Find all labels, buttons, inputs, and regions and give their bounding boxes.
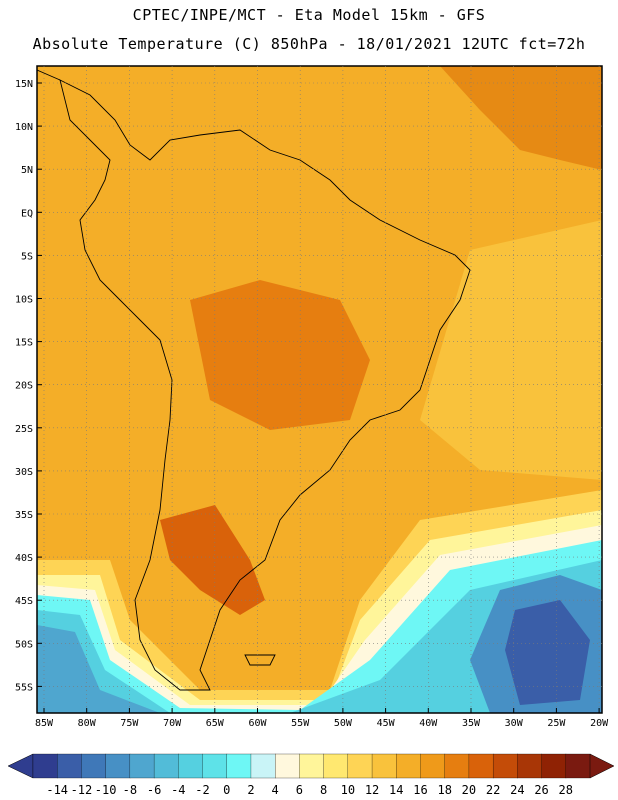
lon-tick-label: 20W bbox=[590, 718, 609, 729]
lon-tick-label: 85W bbox=[35, 718, 54, 729]
colorbar-over-arrow bbox=[589, 753, 615, 779]
lon-tick-label: 55W bbox=[291, 718, 310, 729]
lat-tick-label: 20S bbox=[15, 381, 33, 392]
colorbar bbox=[7, 753, 615, 779]
field-continent-warm bbox=[190, 280, 370, 430]
colorbar-label: 8 bbox=[320, 783, 327, 797]
lat-tick-label: EQ bbox=[21, 208, 33, 219]
colorbar-label: -8 bbox=[123, 783, 137, 797]
colorbar-label: 28 bbox=[559, 783, 573, 797]
lat-tick-label: 30S bbox=[15, 467, 33, 478]
field-atlantic bbox=[420, 220, 602, 480]
colorbar-label: 20 bbox=[462, 783, 476, 797]
coastline bbox=[37, 69, 471, 691]
colorbar-swatch bbox=[444, 753, 470, 779]
colorbar-label: 4 bbox=[272, 783, 279, 797]
colorbar-swatch bbox=[468, 753, 494, 779]
lon-tick-label: 45W bbox=[377, 718, 396, 729]
lat-tick-label: 10N bbox=[15, 122, 33, 133]
lat-tick-label: 45S bbox=[15, 596, 33, 607]
colorbar-swatch bbox=[57, 753, 82, 779]
lat-tick-label: 15N bbox=[15, 79, 33, 90]
colorbar-label: -2 bbox=[195, 783, 209, 797]
lat-tick-label: 10S bbox=[15, 295, 33, 306]
lat-tick-label: 40S bbox=[15, 553, 33, 564]
field-ne-warm bbox=[440, 66, 602, 170]
lat-tick-label: 25S bbox=[15, 424, 33, 435]
colorbar-label: -10 bbox=[95, 783, 117, 797]
lat-tick-label: 5S bbox=[21, 251, 33, 262]
field-patagonia-warm bbox=[160, 505, 265, 615]
colorbar-under-arrow bbox=[7, 753, 34, 779]
colorbar-swatch bbox=[178, 753, 203, 779]
colorbar-label: 10 bbox=[341, 783, 355, 797]
lon-tick-label: 60W bbox=[248, 718, 267, 729]
colorbar-swatch bbox=[396, 753, 421, 779]
colorbar-swatch bbox=[129, 753, 155, 779]
colorbar-labels: -14 -12 -10 -8 -6 -4 -2 0 2 4 6 8 10 12 14 16 18 20 22 24 26… bbox=[46, 783, 573, 797]
colorbar-swatch bbox=[81, 753, 107, 779]
colorbar-swatch bbox=[153, 753, 179, 779]
temperature-field bbox=[37, 66, 602, 713]
field-sw-cold bbox=[37, 625, 160, 713]
colorbar-swatch bbox=[420, 753, 446, 779]
colorbar-label: 24 bbox=[510, 783, 524, 797]
colorbar-swatch bbox=[517, 753, 543, 779]
graticule bbox=[37, 66, 602, 713]
lon-tick-label: 50W bbox=[334, 718, 353, 729]
colorbar-swatch bbox=[541, 753, 567, 779]
lon-tick-label: 25W bbox=[547, 718, 566, 729]
field-se-core bbox=[505, 600, 590, 705]
lon-tick-label: 65W bbox=[206, 718, 225, 729]
colorbar-label: 16 bbox=[413, 783, 427, 797]
colorbar-swatch bbox=[105, 753, 131, 779]
colorbar-swatch bbox=[323, 753, 349, 779]
lat-tick-label: 5N bbox=[21, 165, 33, 176]
lon-tick-label: 30W bbox=[505, 718, 524, 729]
lat-tick-label: 55S bbox=[15, 682, 33, 693]
colorbar-swatch bbox=[32, 753, 58, 779]
map-title: CPTEC/INPE/MCT - Eta Model 15km - GFS bbox=[132, 6, 486, 24]
longitude-labels: 85W 80W 75W 70W 65W 60W 55W 50W 45W 40W 35W 30W 25W 2… bbox=[35, 718, 609, 729]
lon-tick-label: 75W bbox=[120, 718, 139, 729]
colorbar-label: 12 bbox=[365, 783, 379, 797]
lon-tick-label: 70W bbox=[163, 718, 182, 729]
lon-tick-label: 40W bbox=[419, 718, 438, 729]
colorbar-swatch bbox=[371, 753, 397, 779]
lat-tick-label: 50S bbox=[15, 639, 33, 650]
colorbar-swatch bbox=[565, 753, 591, 779]
colorbar-swatch bbox=[202, 753, 228, 779]
colorbar-swatch bbox=[299, 753, 325, 779]
colorbar-label: 2 bbox=[247, 783, 254, 797]
lon-tick-label: 80W bbox=[78, 718, 97, 729]
colorbar-label: -14 bbox=[46, 783, 68, 797]
map-frame bbox=[36, 65, 603, 714]
colorbar-label: -6 bbox=[147, 783, 161, 797]
latitude-labels: 15N 10N 5N EQ 5S 10S 15S 20S 25S 30S 35S 40S 45S 50S 5… bbox=[15, 79, 33, 693]
field-band-m2 bbox=[37, 560, 602, 713]
colorbar-label: 22 bbox=[486, 783, 500, 797]
colorbar-label: 18 bbox=[437, 783, 451, 797]
colorbar-swatch bbox=[492, 753, 518, 779]
lat-tick-label: 15S bbox=[15, 338, 33, 349]
colorbar-swatch bbox=[226, 753, 252, 779]
colorbar-swatch bbox=[250, 753, 276, 779]
colorbar-label: 6 bbox=[296, 783, 303, 797]
colorbar-label: 0 bbox=[223, 783, 230, 797]
map-subtitle: Absolute Temperature (C) 850hPa - 18/01/… bbox=[32, 35, 586, 53]
lon-tick-label: 35W bbox=[462, 718, 481, 729]
colorbar-label: -4 bbox=[171, 783, 185, 797]
colorbar-label: -12 bbox=[71, 783, 93, 797]
colorbar-swatch bbox=[347, 753, 373, 779]
colorbar-swatch bbox=[275, 753, 300, 779]
colorbar-label: 14 bbox=[389, 783, 403, 797]
colorbar-label: 26 bbox=[534, 783, 548, 797]
lat-tick-label: 35S bbox=[15, 510, 33, 521]
